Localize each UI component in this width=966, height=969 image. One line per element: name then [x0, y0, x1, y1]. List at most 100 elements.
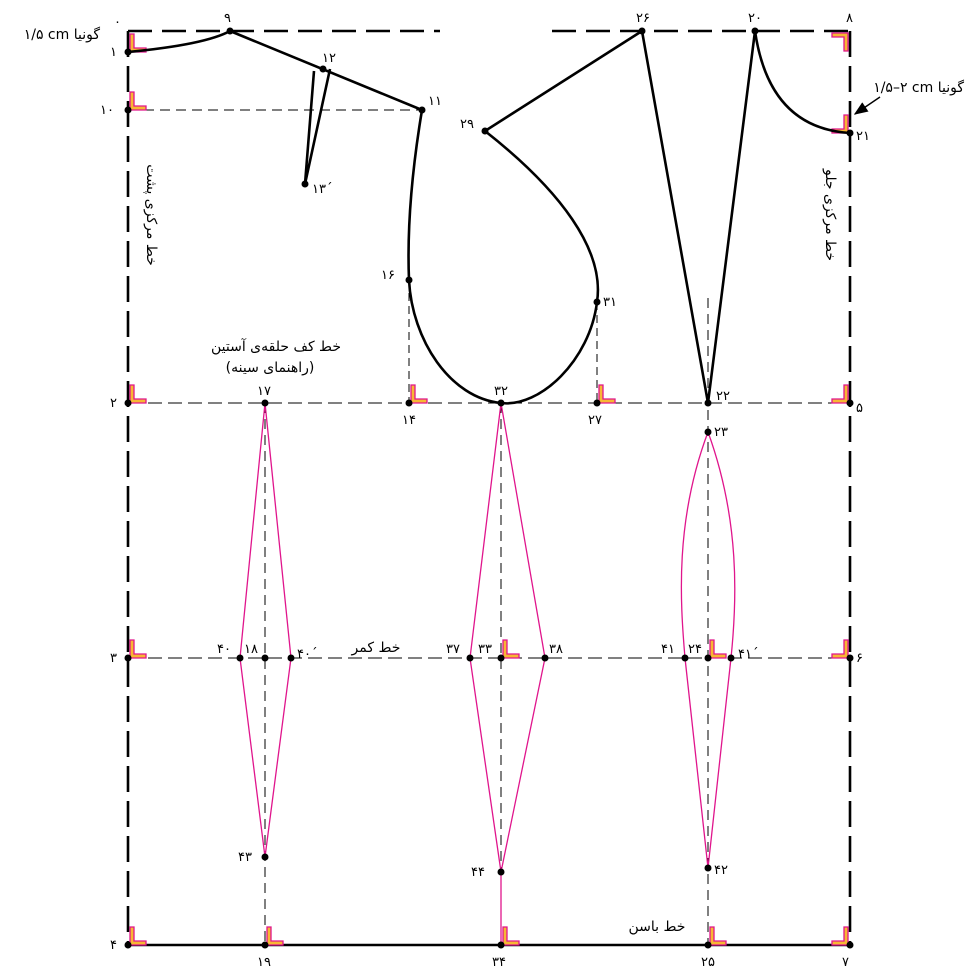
- side-dart: [469, 402, 546, 873]
- dot-p26: [638, 27, 646, 35]
- point-dots: [124, 27, 854, 949]
- square-mark-4: [129, 926, 147, 946]
- square-mark-10: [129, 91, 147, 111]
- label-p34: ۳۴: [492, 955, 506, 969]
- dot-p9: [226, 27, 234, 35]
- label-p37: ۳۷: [446, 642, 460, 657]
- label-p41p: ۴۱´: [738, 647, 758, 662]
- descriptive-labels: ۱/۵ cm گونیا ۱/۵–۲ cm گونیا خط مرکزی پشت…: [24, 26, 965, 935]
- front-neckline: [753, 30, 851, 135]
- dot-p5: [846, 399, 854, 407]
- dot-p34: [497, 941, 505, 949]
- label-p27: ۲۷: [588, 413, 602, 428]
- label-p5: ۵: [856, 401, 863, 416]
- dot-p40p: [287, 654, 295, 662]
- label-p38: ۳۸: [549, 642, 563, 657]
- square-mark-27: [598, 384, 616, 404]
- dot-p22: [704, 399, 712, 407]
- dot-p7: [846, 941, 854, 949]
- square-mark-3: [129, 639, 147, 659]
- front-square-arrow: [853, 96, 881, 115]
- back-neckline: [127, 29, 231, 54]
- square-mark-19: [266, 926, 284, 946]
- label-p16: ۱۶: [381, 268, 395, 283]
- label-p6: ۶: [856, 651, 863, 666]
- label-p43: ۴۳: [238, 850, 252, 865]
- waist-darts: [239, 402, 736, 945]
- label-p44: ۴۴: [471, 865, 485, 880]
- label-p22: ۲۲: [716, 389, 730, 404]
- dot-p41p: [727, 654, 735, 662]
- dot-p40: [236, 654, 244, 662]
- dot-p41: [681, 654, 689, 662]
- dot-p33: [497, 654, 505, 662]
- dot-p3: [124, 654, 132, 662]
- label-p31: ۳۱: [603, 295, 617, 310]
- back-center-line-label: خط مرکزی پشت: [143, 164, 159, 266]
- dot-p11: [418, 106, 426, 114]
- square-mark-6: [831, 639, 849, 659]
- dot-p42: [704, 864, 712, 872]
- hip-line-label: خط باسن: [629, 919, 686, 935]
- square-mark-24: [709, 639, 727, 659]
- dot-p29: [481, 127, 489, 135]
- dot-p31: [593, 298, 601, 306]
- square-mark-34: [502, 926, 520, 946]
- label-p4: ۴: [110, 938, 117, 953]
- label-p40p: ۴۰´: [297, 647, 317, 662]
- front-armhole-shoulder: [484, 29, 643, 133]
- label-p42: ۴۲: [714, 863, 728, 878]
- square-mark-14: [410, 384, 428, 404]
- bust-guide-label: (راهنمای سینه): [226, 360, 315, 376]
- dot-p24: [704, 654, 712, 662]
- label-p7: ۷: [842, 955, 849, 969]
- label-p8: ۸: [846, 11, 853, 26]
- dot-p21: [846, 129, 854, 137]
- label-p32: ۳۲: [494, 384, 508, 399]
- square-marks: [129, 32, 849, 946]
- dot-p17: [261, 399, 269, 407]
- dot-p25: [704, 941, 712, 949]
- dot-p16: [405, 276, 413, 284]
- dot-p12: [319, 65, 327, 73]
- label-p26: ۲۶: [636, 11, 650, 26]
- label-p17: ۱۷: [257, 384, 271, 399]
- label-p1: ۱: [110, 45, 117, 60]
- label-p18: ۱۸: [244, 642, 258, 657]
- dot-p1: [124, 48, 132, 56]
- label-p24: ۲۴: [688, 642, 702, 657]
- dot-p32: [497, 399, 505, 407]
- back-square-note: ۱/۵ cm گونیا: [24, 26, 101, 43]
- dot-p38: [541, 654, 549, 662]
- front-center-line-label: خط مرکزی جلو: [822, 168, 838, 261]
- square-mark-5: [831, 384, 849, 404]
- square-mark-25: [709, 926, 727, 946]
- square-mark-8: [831, 32, 849, 52]
- point-labels: ۰ ۱ ۹ ۱۲ ۱۳´ ۱۰ ۱۱ ۱۶ ۲۹ ۳۱ ۲۶ ۲۰ ۸ ۲۱ ۲…: [100, 11, 870, 969]
- label-p29: ۲۹: [460, 117, 474, 132]
- armhole-line-label: خط کف حلقه‌ی آستین: [211, 338, 341, 355]
- dot-p19: [261, 941, 269, 949]
- dot-p4: [124, 941, 132, 949]
- dot-p23: [704, 428, 712, 436]
- label-p21: ۲۱: [856, 129, 870, 144]
- label-p40: ۴۰: [217, 642, 231, 657]
- square-mark-7: [831, 926, 849, 946]
- label-p19: ۱۹: [257, 955, 271, 969]
- back-armhole: [407, 109, 600, 405]
- dot-p14: [405, 399, 413, 407]
- back-shoulder-dart: [303, 68, 332, 186]
- label-p0: ۰: [114, 15, 121, 30]
- label-p11: ۱۱: [428, 94, 442, 109]
- dot-p20: [751, 27, 759, 35]
- label-p10: ۱۰: [100, 103, 114, 118]
- label-p23: ۲۳: [714, 425, 728, 440]
- dot-p13: [301, 180, 309, 188]
- square-mark-2: [129, 384, 147, 404]
- dot-p18: [261, 654, 269, 662]
- label-p2: ۲: [110, 396, 117, 411]
- label-p41: ۴۱: [661, 642, 675, 657]
- front-square-note: ۱/۵–۲ cm گونیا: [873, 79, 964, 96]
- label-p3: ۳: [110, 651, 117, 666]
- label-p25: ۲۵: [701, 955, 715, 969]
